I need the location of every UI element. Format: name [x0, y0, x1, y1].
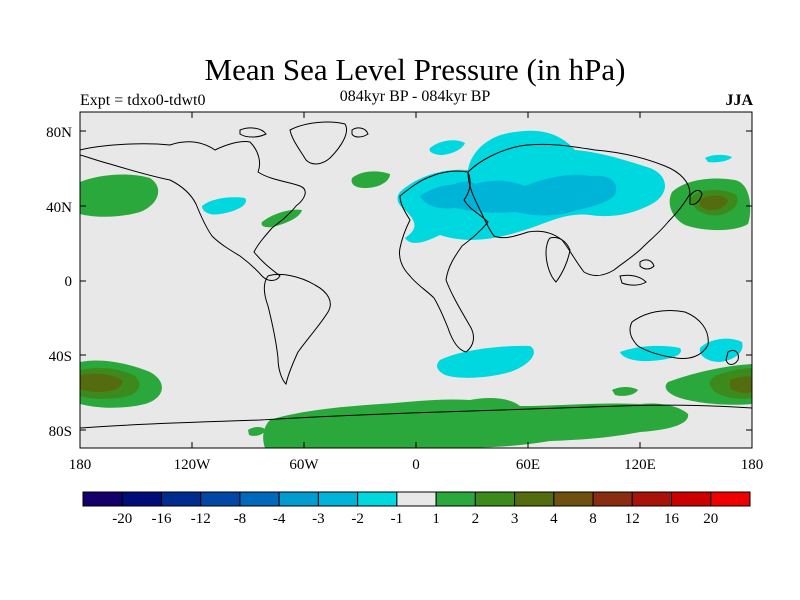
colorbar-labels: -20 -16 -12 -8 -4 -3 -2 -1 1 2 3 4 8 12 16 20: [112, 511, 718, 527]
colorbar-swatch: [553, 491, 594, 507]
y-tick-label: 0: [65, 274, 73, 290]
colorbar-swatch: [710, 491, 751, 507]
map-background: [80, 112, 752, 448]
colorbar-label: 2: [472, 511, 480, 527]
colorbar-swatch: [396, 491, 437, 507]
south-indian-low-patch-2: [620, 345, 681, 362]
coastlines: [80, 121, 752, 429]
colorbar-swatch: [200, 491, 241, 507]
colorbar-label: -2: [351, 511, 364, 527]
colorbar-label: 4: [550, 511, 558, 527]
colorbar-label: -16: [151, 511, 171, 527]
antarctic-high-patch: [248, 427, 266, 436]
colorbar-swatch: [514, 491, 555, 507]
x-tick-label: 120W: [174, 457, 212, 473]
colorbar-swatch: [239, 491, 280, 507]
colorbar-swatch: [631, 491, 673, 507]
colorbar-label: -20: [112, 511, 132, 527]
colorbar-label: 3: [511, 511, 519, 527]
colorbar-label: 8: [589, 511, 597, 527]
colorbar-swatch: [278, 491, 319, 507]
eurasia-low-core: [420, 174, 617, 216]
period-label: 084kyr BP - 084kyr BP: [339, 88, 491, 105]
atlantic-low-patch: [202, 197, 246, 215]
colorbar-label: -3: [312, 511, 325, 527]
atlantic-high-patch: [351, 171, 390, 188]
colorbar-swatch: [435, 491, 476, 507]
colorbar-swatch: [592, 491, 633, 507]
colorbar-label: -1: [391, 511, 404, 527]
antarctic-high-band: [263, 398, 689, 448]
colorbar-swatch: [121, 491, 162, 507]
axis-ticks: [79, 112, 753, 448]
x-tick-label: 0: [412, 457, 420, 473]
colorbar-swatch: [474, 491, 516, 507]
colorbar: [82, 491, 751, 507]
colorbar-swatch: [317, 491, 359, 507]
x-tick-label: 60E: [516, 457, 540, 473]
y-tick-label: 40S: [49, 349, 72, 365]
colorbar-label: -12: [191, 511, 211, 527]
s-pacific-high-west-peak: [80, 373, 123, 392]
y-tick-label: 40N: [46, 200, 72, 216]
map-title: Mean Sea Level Pressure (in hPa): [204, 52, 626, 87]
n-pacific-high-west-peak: [699, 195, 728, 211]
n-atlantic-low-patch: [429, 140, 465, 155]
x-tick-label: 60W: [289, 457, 319, 473]
season-label: JJA: [725, 92, 753, 109]
tasman-low-patch: [699, 338, 743, 362]
colorbar-label: 16: [664, 511, 680, 527]
colorbar-swatch: [671, 491, 712, 507]
x-tick-label: 120E: [624, 457, 656, 473]
colorbar-label: -4: [273, 511, 286, 527]
colorbar-label: 12: [625, 511, 640, 527]
colorbar-label: 20: [703, 511, 718, 527]
s-pacific-high-east-peak: [730, 376, 752, 393]
colorbar-swatch: [82, 491, 123, 507]
y-tick-label: 80N: [46, 125, 72, 141]
pressure-anomaly-field: [80, 121, 752, 448]
nw-pacific-low-patch: [705, 154, 732, 163]
experiment-label: Expt = tdxo0-tdwt0: [80, 92, 206, 109]
colorbar-label: -8: [234, 511, 247, 527]
colorbar-swatch: [160, 491, 202, 507]
x-tick-labels: 180 120W 60W 0 60E 120E 180: [69, 457, 764, 473]
caribbean-high-patch: [261, 209, 302, 228]
x-tick-label: 180: [741, 457, 764, 473]
y-tick-labels: 80N 40N 0 40S 80S: [46, 125, 72, 440]
south-indian-low-patch: [437, 345, 534, 378]
y-tick-label: 80S: [49, 424, 72, 440]
n-pacific-high-east: [80, 174, 159, 217]
europe-low-core: [447, 181, 482, 203]
colorbar-label: 1: [432, 511, 440, 527]
x-tick-label: 180: [69, 457, 92, 473]
antarctic-high-patch-2: [612, 387, 638, 396]
colorbar-swatch: [357, 491, 398, 507]
